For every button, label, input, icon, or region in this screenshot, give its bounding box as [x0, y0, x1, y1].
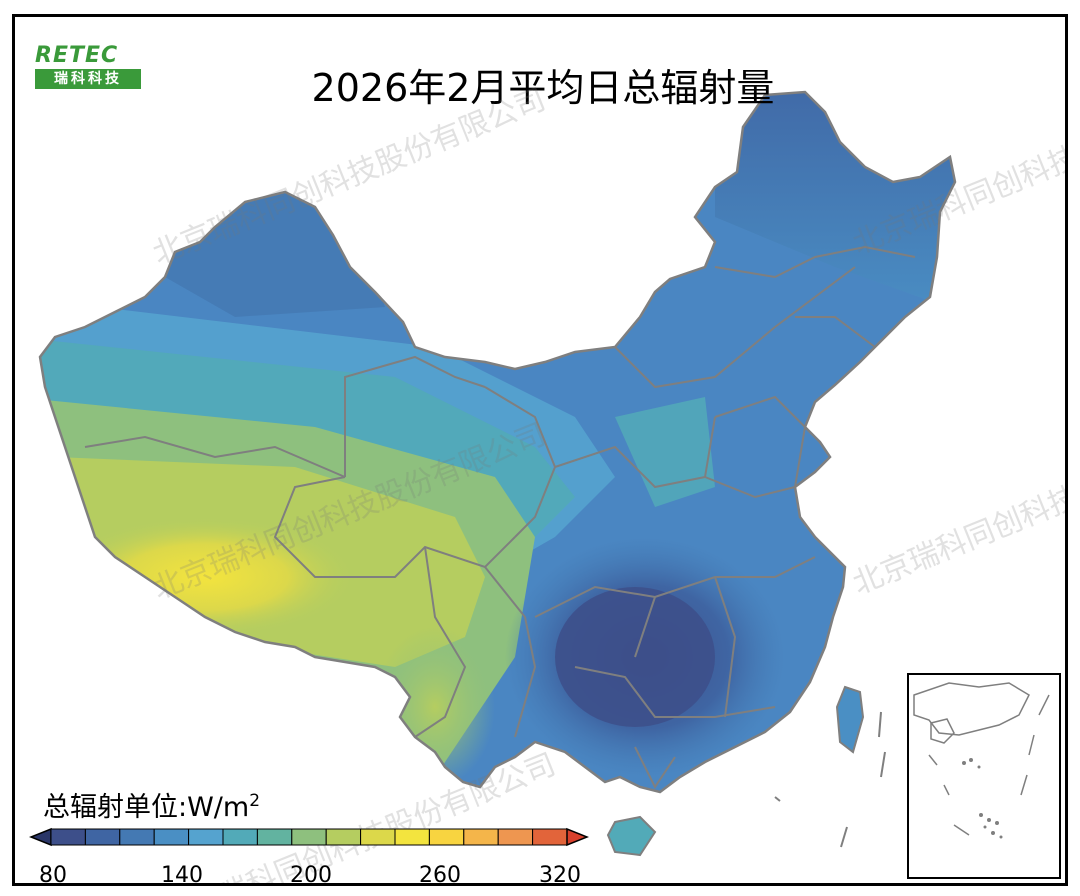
legend-swatch [428, 828, 465, 846]
legend-swatch [50, 828, 86, 846]
legend-swatch [497, 828, 534, 846]
company-logo: RETEC 瑞科科技 [35, 45, 141, 89]
taiwan-shape [835, 685, 865, 754]
radiation-map [38, 90, 957, 857]
legend-swatch [394, 828, 430, 846]
legend-swatch [188, 828, 224, 846]
map-frame: RETEC 瑞科科技 2026年2月平均日总辐射量 北京瑞科同创科技股份有限公司… [12, 14, 1068, 886]
province-borders [84, 245, 916, 789]
legend-swatch [84, 828, 121, 846]
legend-swatch [360, 828, 396, 846]
legend-max-arrow [566, 827, 589, 847]
legend-swatch [222, 828, 258, 846]
logo-wordmark: RETEC [35, 43, 119, 68]
legend-swatch [291, 828, 327, 846]
legend-min-arrow [29, 827, 52, 847]
hainan-shape [606, 815, 657, 857]
map-title: 2026年2月平均日总辐射量 [311, 66, 775, 110]
legend-swatch [256, 828, 293, 846]
legend-swatch [153, 828, 190, 846]
legend-tick-label: 260 [419, 863, 461, 886]
legend-tick-label: 200 [290, 863, 332, 886]
legend-swatch [325, 828, 362, 846]
unit-label: 总辐射单位:W/m2 [43, 785, 260, 824]
unit-superscript: 2 [249, 791, 261, 811]
south-china-sea-inset [907, 673, 1061, 879]
inset-map [913, 682, 1050, 839]
legend-swatch [463, 828, 499, 846]
legend-tick-label: 320 [539, 863, 581, 886]
legend-swatch [532, 828, 568, 846]
color-legend [29, 827, 589, 847]
legend-swatch [119, 828, 155, 846]
logo-subtitle: 瑞科科技 [35, 69, 141, 89]
unit-label-text: 总辐射单位:W/m [43, 792, 250, 823]
legend-tick-label: 80 [39, 863, 67, 886]
island-marks [774, 711, 886, 848]
legend-tick-label: 140 [161, 863, 203, 886]
